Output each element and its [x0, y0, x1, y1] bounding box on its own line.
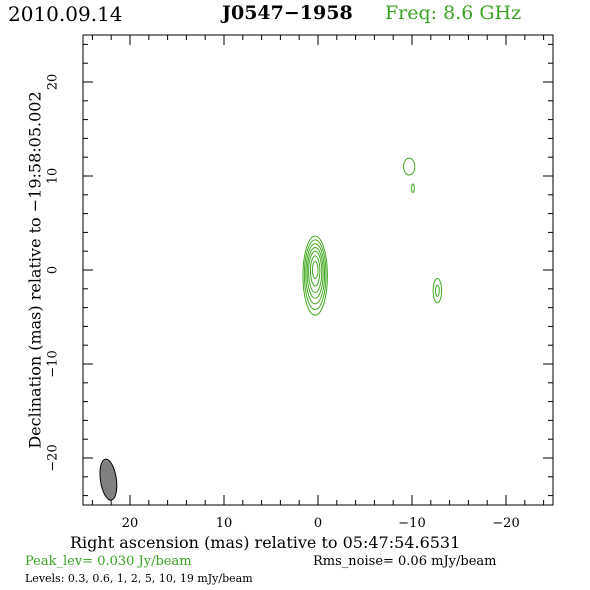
- contour-levels: Levels: 0.3, 0.6, 1, 2, 5, 10, 19 mJy/be…: [25, 572, 253, 585]
- y-tick-label: −20: [46, 444, 61, 471]
- x-tick-label: 10: [216, 516, 233, 531]
- x-tick-label: 20: [122, 516, 139, 531]
- y-axis-label: Declination (mas) relative to −19:58:05.…: [25, 91, 45, 449]
- x-tick-label: 0: [314, 516, 322, 531]
- contour-knot-north: [411, 183, 415, 193]
- contour-core: [306, 246, 324, 299]
- y-tick-label: −10: [46, 350, 61, 377]
- x-tick-label: −10: [398, 516, 425, 531]
- y-tick-label: 20: [46, 74, 61, 91]
- source-name: J0547−1958: [222, 2, 353, 24]
- contour-core: [302, 235, 328, 316]
- beam-ellipse: [99, 458, 118, 501]
- contour-knot-east: [432, 277, 443, 304]
- rms-noise: Rms_noise= 0.06 mJy/beam: [313, 554, 497, 569]
- y-tick-label: 0: [46, 266, 61, 274]
- axis-ticks: [83, 35, 553, 505]
- contour-layer: [302, 157, 443, 316]
- peak-level: Peak_lev= 0.030 Jy/beam: [25, 554, 192, 569]
- contour-core: [303, 239, 327, 310]
- plot-frame: [82, 34, 554, 506]
- contour-core: [308, 250, 323, 294]
- contour-core: [311, 261, 319, 279]
- x-tick-label: −20: [492, 516, 519, 531]
- tick-labels: 20 10 0 −10 −20 20 10 0 −10 −20: [46, 74, 520, 531]
- contour-core: [309, 255, 321, 287]
- contour-knot-east: [435, 284, 440, 297]
- observation-date: 2010.09.14: [8, 2, 123, 26]
- contour-knot-north: [403, 157, 416, 176]
- beam-layer: [99, 458, 118, 501]
- frequency-label: Freq: 8.6 GHz: [385, 2, 522, 24]
- contour-core: [305, 243, 326, 305]
- y-tick-label: 10: [46, 168, 61, 185]
- x-axis-label: Right ascension (mas) relative to 05:47:…: [70, 533, 461, 552]
